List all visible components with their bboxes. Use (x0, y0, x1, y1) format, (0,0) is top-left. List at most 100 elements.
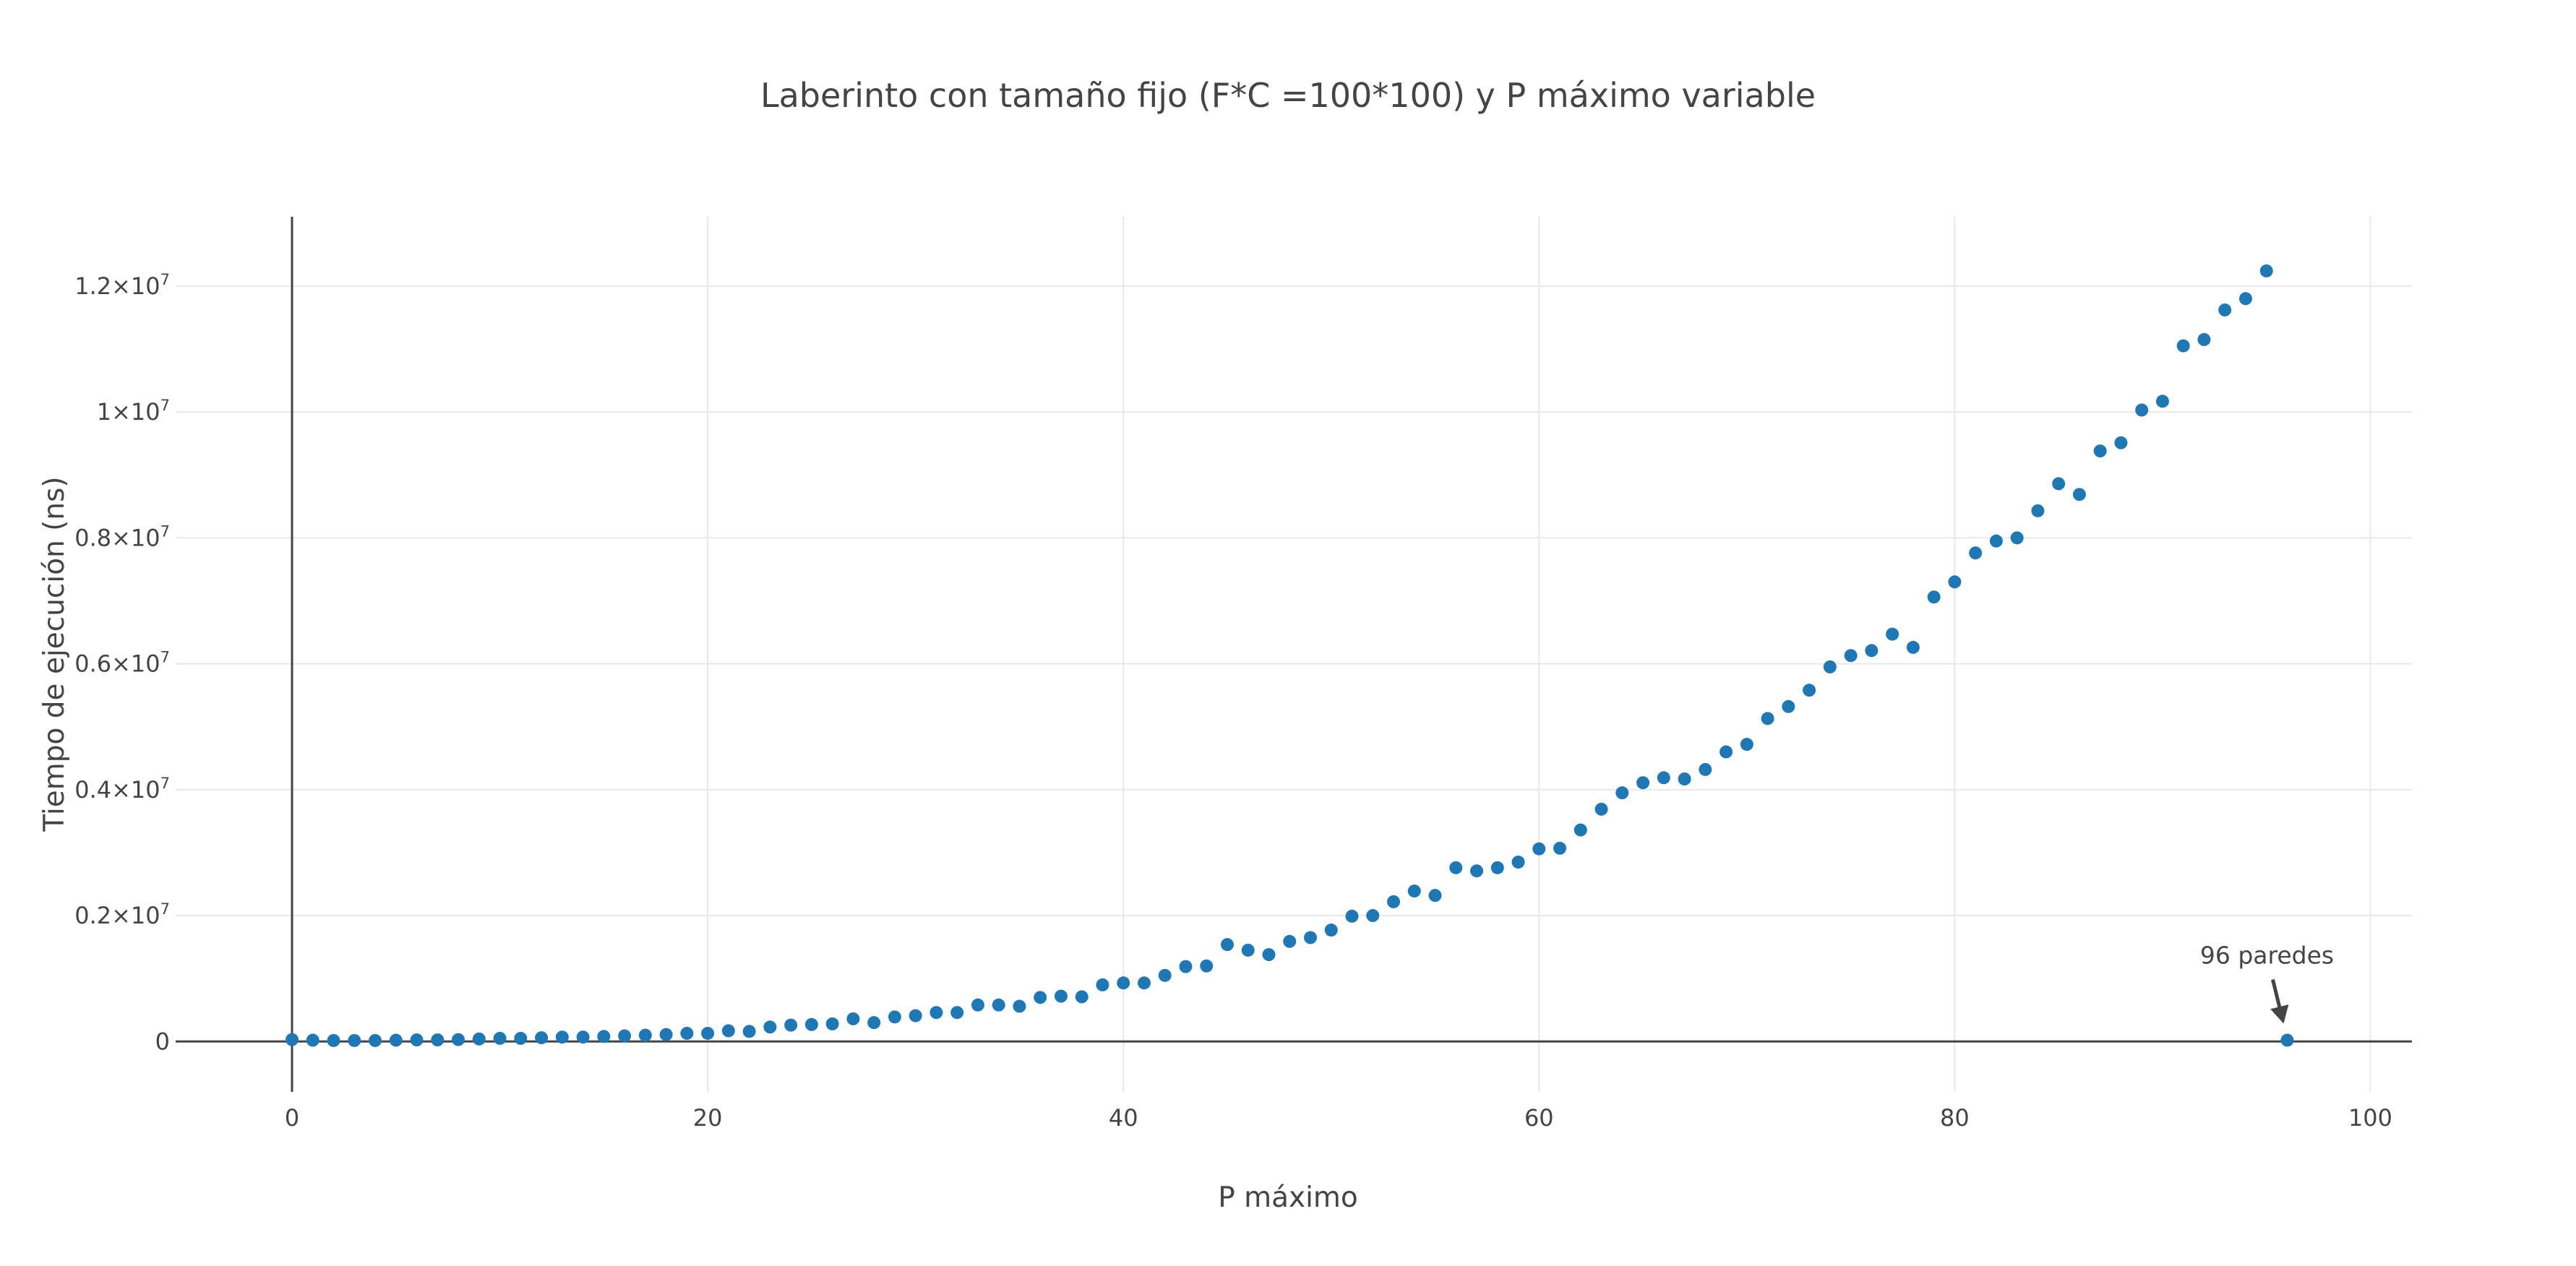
data-point (950, 1006, 964, 1020)
data-point (721, 1024, 735, 1038)
chart-title: Laberinto con tamaño fijo (F*C =100*100)… (760, 76, 1816, 115)
x-axis-title: P máximo (1218, 1181, 1358, 1214)
data-point (2259, 264, 2273, 277)
data-point (1075, 990, 1089, 1004)
data-point (576, 1030, 590, 1044)
data-point (825, 1017, 839, 1030)
data-point (1366, 909, 1380, 923)
data-point (1034, 991, 1047, 1004)
data-point (1678, 772, 1691, 786)
tick-labels: 0 20 40 60 80 100 0 0.2×107 0.4×107 0.6×107 0.8×10… (74, 271, 2392, 1132)
data-point (1823, 660, 1837, 673)
y-tick-label: 0.6×107 (74, 649, 170, 678)
data-point (306, 1033, 319, 1047)
data-point (2238, 292, 2252, 306)
data-point (2280, 1033, 2294, 1047)
data-point (1470, 864, 1484, 878)
data-point (867, 1016, 881, 1030)
data-point (1699, 762, 1712, 776)
data-point (846, 1012, 860, 1025)
data-point (1345, 909, 1359, 923)
data-point (1407, 884, 1421, 898)
data-point (888, 1010, 901, 1024)
data-point (348, 1033, 361, 1047)
data-point (1782, 699, 1795, 713)
data-point (804, 1017, 818, 1031)
axes (176, 217, 2412, 1092)
data-point (971, 998, 984, 1012)
y-tick-label: 1.2×107 (74, 271, 170, 300)
data-point (1117, 976, 1130, 990)
data-point (535, 1031, 549, 1045)
data-point (431, 1033, 445, 1047)
data-point (784, 1018, 798, 1032)
data-point (410, 1033, 424, 1047)
y-axis-title: Tiempo de ejecución (ns) (38, 476, 71, 832)
annotation-arrow-head (2270, 1004, 2289, 1024)
data-point (1220, 938, 1234, 952)
y-tick-label: 0.2×107 (74, 900, 170, 929)
x-tick-label: 100 (2348, 1104, 2392, 1132)
data-point (2072, 488, 2086, 501)
data-point (1740, 738, 1753, 752)
grid-lines (176, 217, 2412, 1092)
data-point (514, 1031, 528, 1045)
data-point (1720, 745, 1733, 759)
data-point (1573, 823, 1587, 837)
data-point (1158, 968, 1172, 982)
data-point (909, 1009, 922, 1022)
data-point (1013, 999, 1026, 1013)
data-point (1906, 640, 1920, 654)
data-point (1594, 802, 1608, 816)
data-point (452, 1033, 465, 1046)
data-point (1989, 534, 2003, 548)
data-point (555, 1030, 569, 1044)
data-point (2155, 395, 2169, 408)
data-point (1490, 861, 1504, 874)
data-point (701, 1026, 715, 1040)
data-point (1324, 923, 1338, 937)
data-point (2197, 332, 2211, 346)
data-point (1179, 960, 1193, 973)
data-point (1865, 644, 1879, 658)
data-point (992, 998, 1005, 1012)
data-point (763, 1020, 777, 1034)
y-tick-label: 0 (155, 1028, 170, 1055)
data-point (929, 1006, 943, 1020)
data-point (1844, 649, 1858, 663)
x-tick-label: 80 (1940, 1104, 1970, 1132)
data-point (1657, 771, 1670, 785)
data-point (638, 1028, 652, 1042)
data-point (1428, 889, 1442, 903)
data-point (285, 1033, 299, 1046)
data-point (1283, 934, 1297, 948)
x-tick-label: 40 (1109, 1104, 1138, 1132)
data-point (493, 1031, 507, 1045)
data-point (618, 1029, 632, 1043)
y-tick-label: 0.4×107 (74, 775, 170, 804)
data-point (1927, 590, 1941, 604)
x-tick-label: 20 (693, 1104, 723, 1132)
data-point (472, 1032, 486, 1046)
data-point (1948, 575, 1962, 589)
data-point (1969, 546, 1983, 560)
data-point (1803, 684, 1816, 697)
data-point (1137, 976, 1151, 990)
data-point (2031, 504, 2045, 517)
data-point (327, 1033, 340, 1047)
data-point (659, 1028, 673, 1041)
data-point (1886, 627, 1899, 641)
data-point (1761, 712, 1774, 725)
x-tick-label: 0 (285, 1104, 299, 1132)
data-point (389, 1033, 403, 1047)
data-point (1511, 856, 1525, 869)
data-point (1449, 861, 1463, 874)
data-points (285, 264, 2294, 1047)
data-point (1304, 931, 1318, 944)
y-tick-label: 1×107 (97, 397, 170, 426)
data-point (1532, 842, 1546, 856)
x-tick-label: 60 (1524, 1104, 1554, 1132)
data-point (597, 1030, 611, 1043)
data-point (1262, 948, 1276, 962)
